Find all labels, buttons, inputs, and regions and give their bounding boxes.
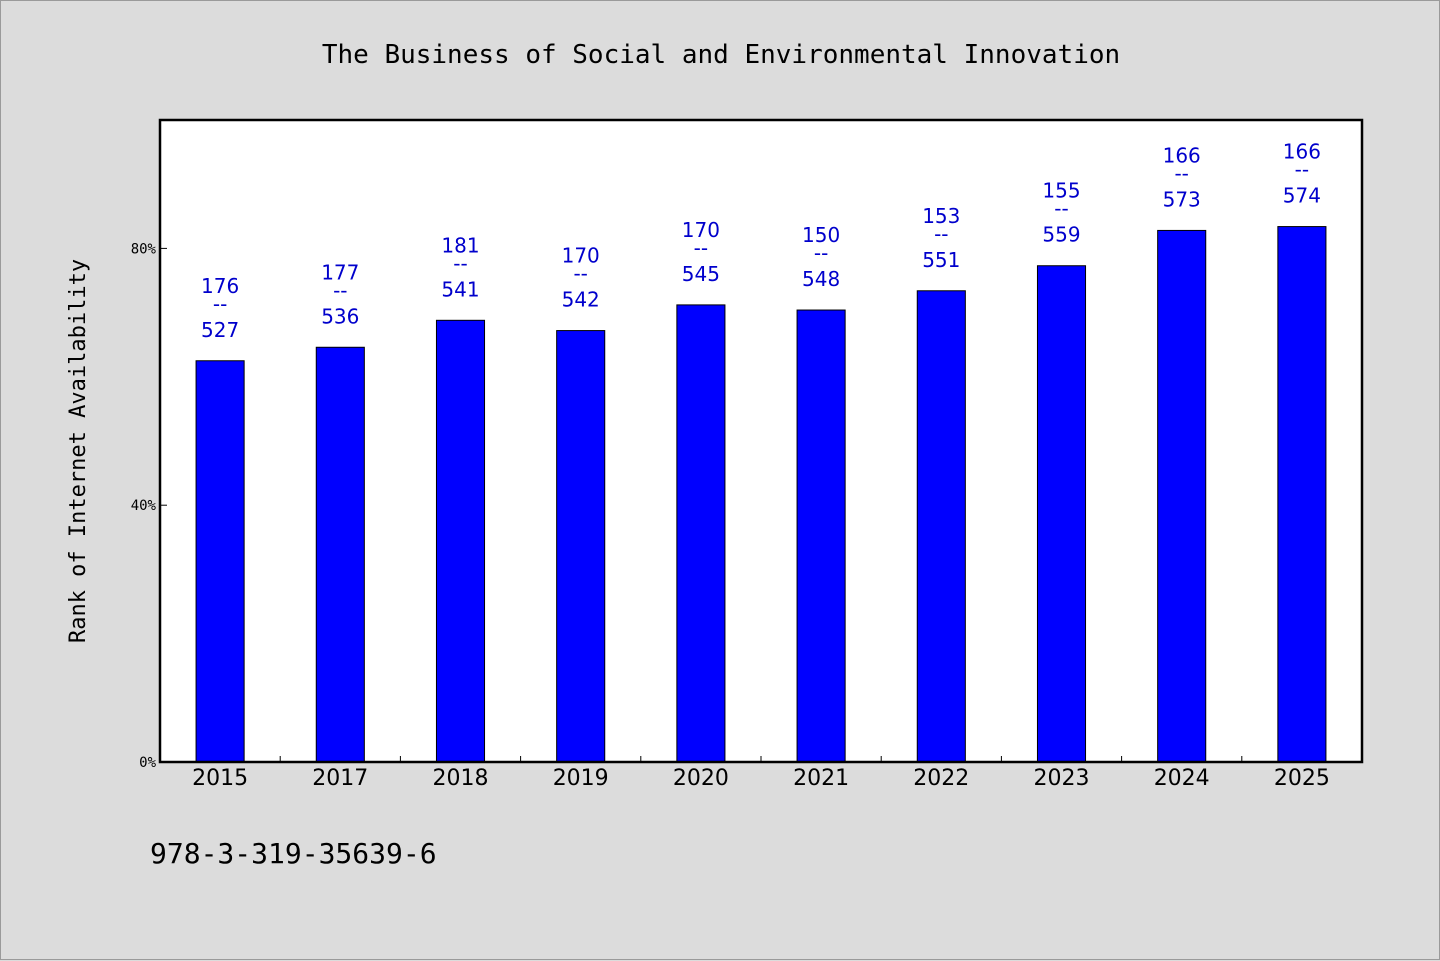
- data-label-2018-sep: --: [453, 251, 467, 275]
- data-label-2020-top: 170: [682, 218, 720, 242]
- bar-2021: [796, 309, 846, 763]
- bar-2019: [556, 330, 606, 763]
- data-label-2019-bottom: 542: [562, 288, 600, 312]
- data-label-2024-bottom: 573: [1163, 187, 1201, 211]
- x-tick-label-2021: 2021: [793, 766, 849, 791]
- chart-title: The Business of Social and Environmental…: [322, 40, 1120, 70]
- data-label-2022-bottom: 551: [922, 248, 960, 272]
- bar-2024: [1157, 229, 1207, 763]
- data-label-2022-top: 153: [922, 204, 960, 228]
- data-label-2021-bottom: 548: [802, 267, 840, 291]
- data-label-2021-sep: --: [814, 241, 828, 265]
- x-tick-label-2020: 2020: [673, 766, 729, 791]
- data-label-2025-bottom: 574: [1283, 184, 1321, 208]
- y-tick-label-0: 0%: [139, 755, 156, 771]
- data-label-2017-bottom: 536: [321, 304, 359, 328]
- bar-2025: [1277, 226, 1327, 763]
- x-tick-label-2018: 2018: [433, 766, 489, 791]
- data-label-2025-top: 166: [1283, 140, 1321, 164]
- bars-group: [195, 226, 1327, 763]
- x-tick-label-2023: 2023: [1034, 766, 1090, 791]
- data-label-2022-sep: --: [934, 222, 948, 246]
- bar-2017: [315, 346, 365, 763]
- data-label-2021-top: 150: [802, 223, 840, 247]
- data-label-2020-bottom: 545: [682, 262, 720, 286]
- data-label-2024-sep: --: [1174, 161, 1188, 185]
- x-axis-ticks: 2015 2017 2018 2019 2020 2021 2022 2023 2024 2025: [192, 756, 1330, 791]
- x-tick-label-2025: 2025: [1274, 766, 1330, 791]
- data-label-2015-bottom: 527: [201, 318, 239, 342]
- y-axis-label: Rank of Internet Availability: [66, 259, 91, 643]
- data-label-2017-top: 177: [321, 260, 359, 284]
- data-label-2025-sep: --: [1295, 158, 1309, 182]
- bar-2023: [1036, 265, 1087, 763]
- isbn-label: 978-3-319-35639-6: [150, 837, 437, 870]
- data-label-2015-top: 176: [201, 274, 239, 298]
- x-tick-label-2017: 2017: [312, 766, 368, 791]
- data-label-2015-sep: --: [213, 292, 227, 316]
- x-tick-label-2022: 2022: [913, 766, 969, 791]
- x-tick-label-2015: 2015: [192, 766, 248, 791]
- data-label-2024-top: 166: [1163, 143, 1201, 167]
- data-label-2018-top: 181: [441, 233, 479, 257]
- data-label-2019-sep: --: [573, 262, 587, 286]
- data-label-2018-bottom: 541: [441, 277, 479, 301]
- x-tick-label-2024: 2024: [1154, 766, 1210, 791]
- bar-2015: [195, 360, 245, 763]
- data-label-2020-sep: --: [694, 236, 708, 260]
- data-label-2017-sep: --: [333, 278, 347, 302]
- data-label-2023-sep: --: [1054, 197, 1068, 221]
- plot-border: [158, 118, 1364, 764]
- bar-2018: [435, 319, 486, 763]
- y-tick-label-40: 40%: [131, 498, 157, 514]
- bar-2020: [676, 304, 726, 763]
- x-tick-label-2019: 2019: [553, 766, 609, 791]
- data-label-2023-bottom: 559: [1042, 223, 1080, 247]
- data-label-2019-top: 170: [562, 244, 600, 268]
- data-label-2023-top: 155: [1042, 179, 1080, 203]
- bar-2022: [916, 290, 966, 763]
- y-tick-label-80: 80%: [131, 241, 157, 257]
- data-labels-group: 176--527177--536181--541170--542170--545…: [201, 140, 1321, 342]
